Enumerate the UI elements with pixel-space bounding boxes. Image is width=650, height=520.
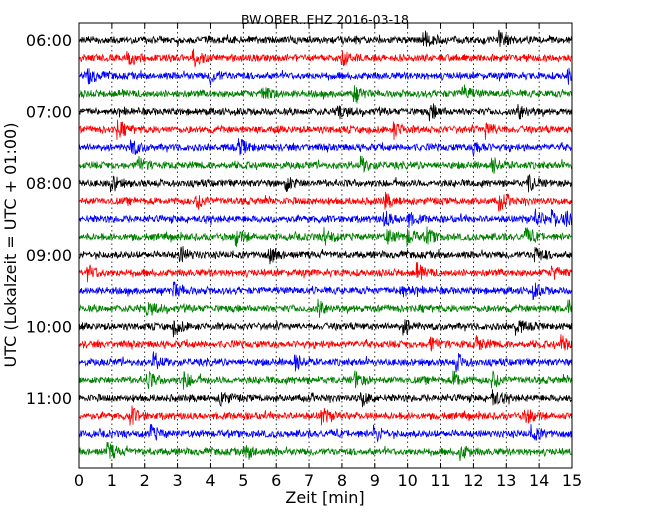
- y-axis: 06:00 07:00 08:00 09:00 10:00 11:00: [26, 31, 572, 408]
- trace-0800: [78, 174, 573, 193]
- x-tick-label: 3: [173, 471, 183, 490]
- x-tick-label: 15: [562, 471, 582, 490]
- x-tick-label: 11: [430, 471, 450, 490]
- x-tick-label: 6: [271, 471, 281, 490]
- x-axis: 0 1 2 3 4 5 6 7 8 9 10 11 12 13 14 15: [74, 23, 582, 490]
- trace-0900: [78, 246, 573, 265]
- trace-0645: [78, 84, 573, 104]
- trace-0830: [78, 208, 573, 229]
- y-tick-label: 11:00: [26, 389, 72, 408]
- chart-title: BW.OBER..EHZ 2016-03-18: [241, 12, 409, 27]
- x-tick-label: 12: [463, 471, 483, 490]
- x-tick-label: 8: [337, 471, 347, 490]
- x-tick-label: 7: [304, 471, 314, 490]
- trace-0700: [78, 103, 573, 122]
- x-tick-label: 4: [205, 471, 215, 490]
- y-tick-label: 06:00: [26, 31, 72, 50]
- y-tick-label: 09:00: [26, 246, 72, 265]
- trace-1000: [78, 319, 573, 338]
- x-tick-label: 2: [140, 471, 150, 490]
- trace-0745: [78, 155, 573, 174]
- x-tick-label: 9: [370, 471, 380, 490]
- y-tick-label: 08:00: [26, 174, 72, 193]
- trace-1030: [78, 351, 573, 373]
- trace-1145: [78, 441, 573, 462]
- trace-1115: [78, 405, 573, 426]
- trace-0815: [78, 191, 573, 212]
- trace-0945: [78, 298, 573, 318]
- x-tick-label: 10: [397, 471, 417, 490]
- x-tick-label: 1: [107, 471, 117, 490]
- trace-1015: [78, 334, 573, 352]
- x-tick-label: 0: [74, 471, 84, 490]
- trace-1130: [78, 424, 573, 443]
- x-tick-label: 13: [496, 471, 516, 490]
- plot-frame: [78, 22, 573, 469]
- trace-series: [78, 29, 573, 462]
- trace-0845: [78, 226, 573, 247]
- trace-0600: [78, 29, 573, 47]
- y-tick-label: 10:00: [26, 317, 72, 336]
- trace-0930: [78, 281, 573, 301]
- y-axis-label: UTC (Lokalzeit = UTC + 01:00): [1, 123, 20, 368]
- x-axis-label: Zeit [min]: [285, 488, 364, 507]
- trace-0730: [78, 138, 573, 157]
- y-tick-label: 07:00: [26, 103, 72, 122]
- trace-1100: [78, 389, 573, 408]
- x-tick-label: 5: [238, 471, 248, 490]
- trace-0915: [78, 262, 573, 283]
- x-tick-label: 14: [529, 471, 549, 490]
- trace-0715: [78, 119, 573, 141]
- trace-1045: [78, 370, 573, 390]
- trace-0615: [78, 48, 573, 68]
- trace-0630: [78, 67, 573, 86]
